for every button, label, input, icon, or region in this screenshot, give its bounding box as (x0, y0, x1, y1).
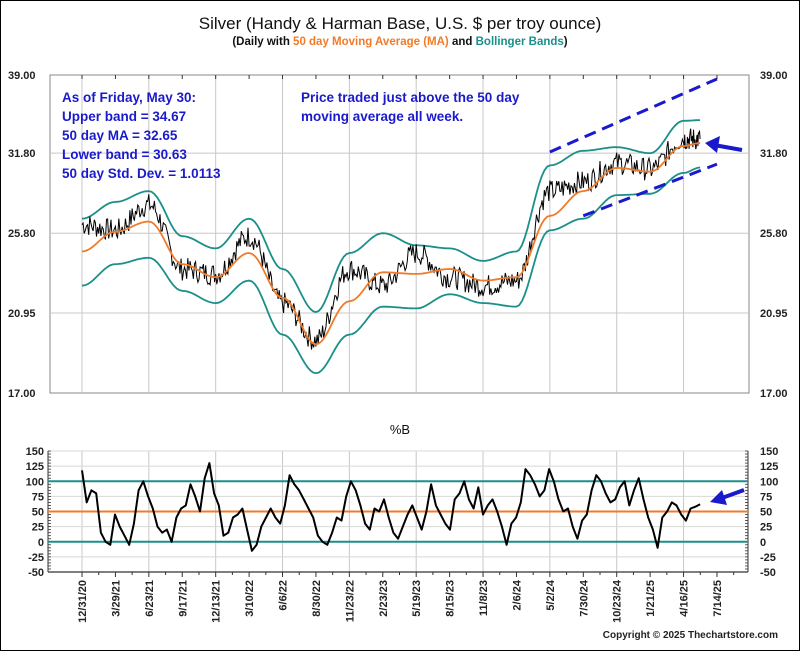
x-tick-label: 7/30/24 (578, 579, 590, 617)
upper-bollinger-band-line (81, 119, 701, 314)
chart-subtitle: (Daily with 50 day Moving Average (MA) a… (0, 36, 800, 48)
pb-arrow-shaft (721, 488, 745, 500)
moving-average-line (81, 142, 701, 346)
pb-ytick-label-left: 125 (26, 461, 44, 473)
pb-ytick-label-right: 50 (760, 507, 772, 519)
x-tick-label: 11/8/23 (478, 580, 490, 616)
comment-line-2: moving average all week. (301, 109, 464, 124)
main-ytick-label-right: 25.80 (760, 228, 788, 240)
x-tick-label: 8/30/22 (311, 580, 323, 617)
percent-b-line (81, 462, 701, 552)
x-tick-label: 7/14/25 (712, 580, 724, 617)
pb-ytick-label-left: -50 (28, 567, 44, 579)
trend-channel-lower-line (582, 162, 718, 218)
subtitle-bb-text: Bollinger Bands (475, 36, 564, 48)
percent-b-title: %B (389, 422, 411, 437)
pb-arrow-head-icon (710, 490, 727, 505)
price-line (81, 128, 701, 350)
pb-ytick-label-left: 100 (26, 476, 44, 488)
x-tick-label: 8/15/23 (445, 580, 457, 617)
pb-ytick-label-left: 25 (32, 522, 44, 534)
main-ytick-label-right: 31.80 (760, 148, 788, 160)
x-tick-label: 5/19/23 (411, 580, 423, 617)
stats-line-date: As of Friday, May 30: (62, 90, 197, 105)
comment-annotation: Price traded just above the 50 day movin… (301, 88, 519, 126)
main-plot-area (49, 74, 750, 394)
pb-ytick-label-right: -50 (760, 567, 776, 579)
main-ytick-label-right: 17.00 (760, 388, 788, 400)
pb-ytick-label-right: 100 (760, 476, 778, 488)
x-tick-label: 2/23/23 (378, 580, 390, 617)
pb-ytick-label-left: 150 (26, 446, 44, 458)
pb-ytick-label-right: -25 (760, 552, 776, 564)
x-tick-label: 12/31/20 (77, 580, 89, 623)
main-arrow-shaft (713, 143, 743, 152)
stats-line-ma: 50 day MA = 32.65 (62, 128, 178, 143)
subtitle-suffix: ) (563, 36, 568, 48)
x-tick-label: 6/6/22 (278, 580, 290, 611)
main-ytick-label-left: 17.00 (8, 388, 36, 400)
pb-ytick-label-right: 0 (760, 537, 766, 549)
x-tick-label: 3/29/21 (110, 580, 122, 617)
main-ytick-label-left: 25.80 (8, 228, 36, 240)
stats-annotation: As of Friday, May 30: Upper band = 34.67… (62, 88, 220, 183)
main-arrow-head-icon (705, 136, 720, 153)
pb-ytick-label-right: 150 (760, 446, 778, 458)
pb-ytick-label-left: 75 (32, 491, 44, 503)
x-tick-label: 5/2/24 (545, 579, 557, 610)
pb-ytick-label-right: 25 (760, 522, 772, 534)
x-tick-label: 9/17/21 (177, 580, 189, 617)
subtitle-middle: and (448, 36, 476, 48)
main-ytick-label-right: 20.95 (760, 308, 788, 320)
pb-ytick-label-right: 75 (760, 491, 772, 503)
stats-line-upper-band: Upper band = 34.67 (62, 109, 187, 124)
main-ytick-label-left: 20.95 (8, 308, 36, 320)
x-tick-label: 6/23/21 (144, 580, 156, 617)
comment-line-1: Price traded just above the 50 day (301, 90, 520, 105)
subtitle-prefix: (Daily with (232, 36, 294, 48)
x-tick-label: 4/16/25 (679, 580, 691, 617)
main-ytick-label-left: 39.00 (8, 70, 36, 82)
pb-ytick-label-right: 125 (760, 461, 778, 473)
x-tick-label: 3/10/22 (244, 580, 256, 617)
main-ytick-label-left: 31.80 (8, 148, 36, 160)
stats-line-lower-band: Lower band = 30.63 (62, 147, 187, 162)
main-ytick-label-right: 39.00 (760, 70, 788, 82)
x-tick-label: 11/23/22 (344, 580, 356, 622)
x-tick-label: 10/23/24 (612, 579, 624, 623)
pb-ytick-label-left: 0 (38, 537, 44, 549)
chart-title: Silver (Handy & Harman Base, U.S. $ per … (198, 14, 602, 33)
x-tick-label: 2/6/24 (511, 579, 523, 610)
stats-line-std-dev: 50 day Std. Dev. = 1.0113 (62, 166, 221, 181)
copyright-text: Copyright © 2025 Thechartstore.com (602, 630, 778, 641)
x-tick-label: 1/21/25 (645, 580, 657, 617)
pb-ytick-label-left: -25 (28, 552, 44, 564)
trend-channel-upper-line (549, 77, 718, 154)
x-tick-label: 12/13/21 (211, 580, 223, 623)
pb-ytick-label-left: 50 (32, 507, 44, 519)
subtitle-ma-text: 50 day Moving Average (MA) (293, 36, 449, 48)
lower-bollinger-band-line (81, 166, 701, 375)
